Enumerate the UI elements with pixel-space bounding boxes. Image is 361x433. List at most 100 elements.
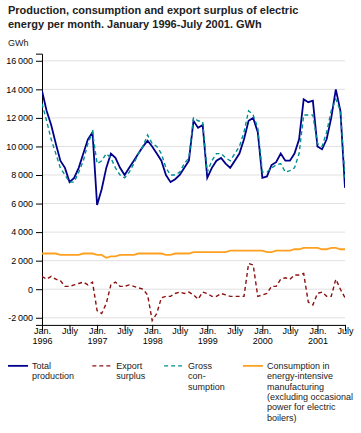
tick-mark [36, 289, 42, 290]
text-line: Total [32, 361, 51, 371]
text-line: sumption [188, 382, 225, 392]
grid-line [42, 317, 345, 318]
text-line: manufacturing [267, 382, 324, 392]
tick-mark [36, 204, 42, 205]
text-line: Production, consumption and export surpl… [8, 4, 298, 16]
tick-label: 12 000 [6, 113, 33, 123]
tick-mark [36, 118, 42, 119]
x-axis: Jan.1996JulyJan.1997JulyJan.1998JulyJan.… [32, 325, 354, 346]
tick-label: July [227, 326, 244, 336]
tick-label: Jan.2001 [308, 326, 328, 346]
tick: 2 000 [11, 256, 42, 266]
tick: 4 000 [11, 227, 42, 237]
legend-swatch [164, 365, 184, 366]
grid-line [42, 232, 345, 233]
tick-label: Jan.1997 [88, 326, 108, 346]
series-line [42, 248, 345, 258]
text-line: Jan. [254, 326, 271, 336]
tick-mark [36, 318, 42, 319]
tick: -2 000 [8, 313, 42, 323]
text-line: (excluding occasional [267, 392, 353, 402]
text-line: July [62, 326, 79, 336]
tick: Jan.2000 [253, 325, 273, 346]
legend-swatch [8, 365, 28, 367]
text-line: con- [188, 371, 206, 381]
text-line: July [282, 326, 299, 336]
legend-label: Consumption inenergy-intensivemanufactur… [267, 361, 353, 423]
legend-item: Totalproduction [8, 361, 74, 381]
grid-line [42, 203, 345, 204]
tick-label: -2 000 [8, 313, 33, 323]
tick-label: 14 000 [6, 85, 33, 95]
legend-label: Exportsurplus [116, 361, 146, 381]
tick: 10 000 [6, 142, 42, 152]
tick: 12 000 [6, 113, 42, 123]
legend-swatch [243, 365, 263, 367]
text-line: 1997 [88, 336, 108, 346]
tick-mark [36, 232, 42, 233]
tick: July [227, 325, 244, 336]
text-line: 1999 [198, 336, 218, 346]
text-line: Jan. [144, 326, 161, 336]
tick: 0 [28, 285, 42, 295]
text-line: energy-intensive [267, 371, 333, 381]
tick: Jan.1999 [198, 325, 218, 346]
tick-label: Jan.1998 [143, 326, 163, 346]
text-line: Gross [188, 361, 213, 371]
tick: July [337, 325, 354, 336]
tick-label: Jan.2000 [253, 326, 273, 346]
text-line: Jan. [89, 326, 106, 336]
tick-label: July [62, 326, 79, 336]
tick: 14 000 [6, 85, 42, 95]
tick: Jan.1998 [143, 325, 163, 346]
grid-line [42, 260, 345, 261]
legend: Totalproduction Exportsurplus Grosscon-sum… [8, 361, 353, 423]
tick-label: 4 000 [11, 227, 33, 237]
tick: July [117, 325, 134, 336]
tick: July [62, 325, 79, 336]
axis-line [36, 54, 43, 325]
tick: Jan.1997 [88, 325, 108, 346]
tick-label: 16 000 [6, 56, 33, 66]
title: Production, consumption and export surpl… [8, 4, 298, 30]
chart: Production, consumption and export surpl… [0, 0, 361, 433]
text-line: July [117, 326, 134, 336]
series-line [42, 264, 345, 321]
series-line [42, 99, 345, 182]
tick-label: Jan.1996 [32, 326, 52, 346]
plot: -2 000 0 2 000 4 000 6 000 8 000 10 000 12 000 1… [6, 54, 354, 346]
tick: Jan.2001 [308, 325, 328, 346]
grid-line [42, 289, 345, 290]
tick: 16 000 [6, 56, 42, 66]
y-axis-title: GWh [8, 38, 29, 48]
text-line: July [172, 326, 189, 336]
tick-label: July [172, 326, 189, 336]
tick-mark [36, 61, 42, 62]
tick-label: July [337, 326, 354, 336]
tick-label: 6 000 [11, 199, 33, 209]
text-line: boilers) [267, 413, 297, 423]
series-group [42, 89, 345, 320]
tick-label: 10 000 [6, 142, 33, 152]
tick: July [172, 325, 189, 336]
tick-mark [36, 146, 42, 147]
tick: 8 000 [11, 170, 42, 180]
tick-mark [36, 175, 42, 176]
tick-label: 8 000 [11, 170, 33, 180]
text-line: production [32, 371, 74, 381]
text-line: energy per month. January 1996-July 2001… [8, 18, 262, 30]
text-line: Jan. [34, 326, 51, 336]
tick-label: Jan.1999 [198, 326, 218, 346]
tick: Jan.1996 [32, 325, 52, 346]
legend-swatch [92, 365, 112, 366]
tick: 6 000 [11, 199, 42, 209]
grid [42, 61, 345, 318]
series-line [42, 89, 345, 205]
axis-line [43, 325, 346, 331]
tick-label: July [117, 326, 134, 336]
grid-line [42, 174, 345, 175]
grid-line [42, 60, 345, 61]
text-line: Jan. [199, 326, 216, 336]
legend-item: Exportsurplus [92, 361, 146, 381]
text-line: 2000 [253, 336, 273, 346]
